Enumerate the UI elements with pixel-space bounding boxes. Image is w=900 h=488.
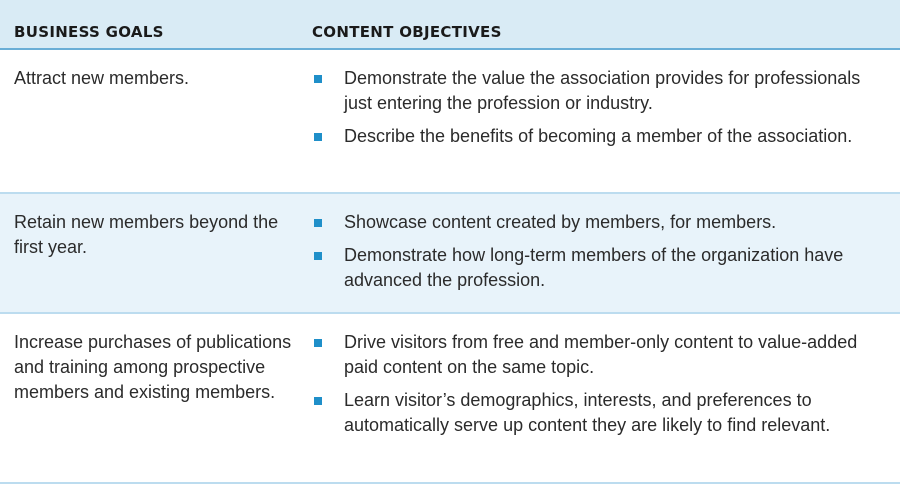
square-bullet-icon	[314, 252, 322, 260]
table-row: Attract new members. Demonstrate the val…	[0, 50, 900, 194]
objective-text: Showcase content created by members, for…	[344, 212, 777, 232]
objective-item: Learn visitor’s demographics, interests,…	[312, 388, 892, 438]
column-header-business-goals: BUSINESS GOALS	[14, 23, 164, 41]
objective-item: Showcase content created by members, for…	[312, 210, 892, 235]
table-row: Increase purchases of publications and t…	[0, 314, 900, 484]
business-goal: Attract new members.	[14, 68, 190, 88]
objective-text: Learn visitor’s demographics, interests,…	[344, 390, 831, 435]
square-bullet-icon	[314, 339, 322, 347]
objective-text: Drive visitors from free and member-only…	[344, 332, 858, 377]
square-bullet-icon	[314, 133, 322, 141]
column-header-content-objectives: CONTENT OBJECTIVES	[312, 23, 502, 41]
table-header: BUSINESS GOALS CONTENT OBJECTIVES	[0, 0, 900, 50]
objective-item: Describe the benefits of becoming a memb…	[312, 124, 892, 149]
business-goal: Retain new members beyond the first year…	[14, 212, 279, 257]
objective-list: Demonstrate the value the association pr…	[312, 66, 892, 157]
objective-item: Demonstrate the value the association pr…	[312, 66, 892, 116]
square-bullet-icon	[314, 397, 322, 405]
objective-text: Demonstrate how long-term members of the…	[344, 245, 844, 290]
square-bullet-icon	[314, 75, 322, 83]
objective-text: Describe the benefits of becoming a memb…	[344, 126, 853, 146]
objective-list: Showcase content created by members, for…	[312, 210, 892, 301]
objective-item: Demonstrate how long-term members of the…	[312, 243, 892, 293]
table-row: Retain new members beyond the first year…	[0, 194, 900, 314]
objective-list: Drive visitors from free and member-only…	[312, 330, 892, 446]
square-bullet-icon	[314, 219, 322, 227]
objective-item: Drive visitors from free and member-only…	[312, 330, 892, 380]
business-goal: Increase purchases of publications and t…	[14, 332, 292, 402]
objective-text: Demonstrate the value the association pr…	[344, 68, 861, 113]
